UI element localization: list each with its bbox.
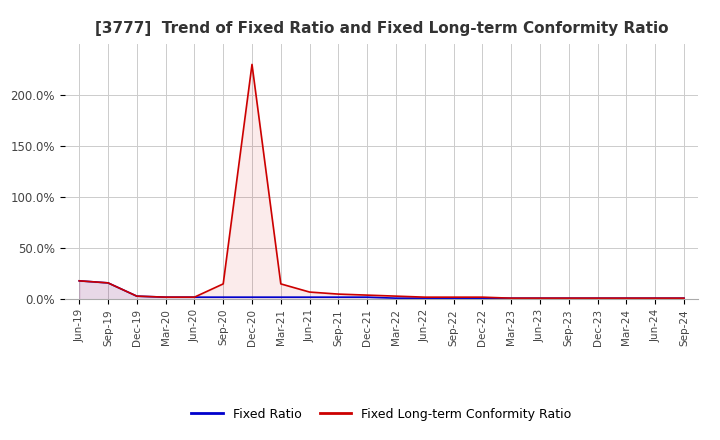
Fixed Long-term Conformity Ratio	[132, 293, 141, 299]
Fixed Ratio	[104, 280, 112, 286]
Line: Fixed Ratio: Fixed Ratio	[79, 281, 684, 298]
Fixed Long-term Conformity Ratio	[507, 296, 516, 301]
Fixed Ratio	[536, 296, 544, 301]
Line: Fixed Long-term Conformity Ratio: Fixed Long-term Conformity Ratio	[79, 64, 684, 298]
Fixed Ratio	[132, 293, 141, 299]
Fixed Ratio	[276, 294, 285, 300]
Fixed Long-term Conformity Ratio	[248, 62, 256, 67]
Fixed Ratio	[305, 294, 314, 300]
Fixed Ratio	[622, 296, 631, 301]
Fixed Ratio	[478, 296, 487, 301]
Fixed Long-term Conformity Ratio	[536, 296, 544, 301]
Fixed Long-term Conformity Ratio	[593, 296, 602, 301]
Fixed Long-term Conformity Ratio	[622, 296, 631, 301]
Fixed Ratio	[219, 294, 228, 300]
Fixed Ratio	[564, 296, 573, 301]
Fixed Long-term Conformity Ratio	[680, 296, 688, 301]
Fixed Long-term Conformity Ratio	[420, 294, 429, 300]
Fixed Long-term Conformity Ratio	[161, 294, 170, 300]
Fixed Ratio	[248, 294, 256, 300]
Fixed Long-term Conformity Ratio	[478, 294, 487, 300]
Fixed Long-term Conformity Ratio	[219, 281, 228, 286]
Title: [3777]  Trend of Fixed Ratio and Fixed Long-term Conformity Ratio: [3777] Trend of Fixed Ratio and Fixed Lo…	[95, 21, 668, 36]
Legend: Fixed Ratio, Fixed Long-term Conformity Ratio: Fixed Ratio, Fixed Long-term Conformity …	[186, 403, 577, 425]
Fixed Long-term Conformity Ratio	[190, 294, 199, 300]
Fixed Ratio	[392, 296, 400, 301]
Fixed Long-term Conformity Ratio	[104, 280, 112, 286]
Fixed Ratio	[449, 296, 458, 301]
Fixed Ratio	[680, 296, 688, 301]
Fixed Ratio	[334, 294, 343, 300]
Fixed Ratio	[161, 294, 170, 300]
Fixed Long-term Conformity Ratio	[392, 293, 400, 299]
Fixed Long-term Conformity Ratio	[334, 291, 343, 297]
Fixed Long-term Conformity Ratio	[564, 296, 573, 301]
Fixed Ratio	[363, 294, 372, 300]
Fixed Ratio	[420, 296, 429, 301]
Fixed Long-term Conformity Ratio	[651, 296, 660, 301]
Fixed Ratio	[507, 296, 516, 301]
Fixed Ratio	[75, 278, 84, 283]
Fixed Long-term Conformity Ratio	[276, 281, 285, 286]
Fixed Ratio	[190, 294, 199, 300]
Fixed Long-term Conformity Ratio	[75, 278, 84, 283]
Fixed Ratio	[593, 296, 602, 301]
Fixed Long-term Conformity Ratio	[363, 293, 372, 298]
Fixed Long-term Conformity Ratio	[449, 294, 458, 300]
Fixed Long-term Conformity Ratio	[305, 290, 314, 295]
Fixed Ratio	[651, 296, 660, 301]
